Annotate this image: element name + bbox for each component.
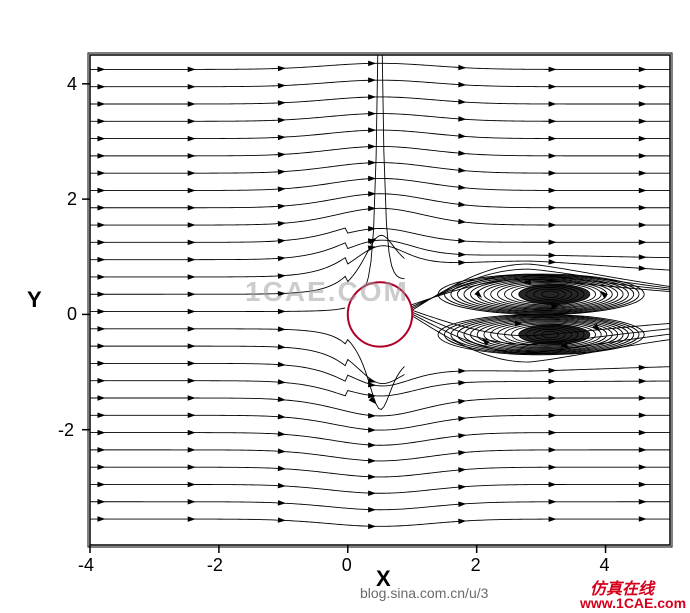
x-tick-label: 0 — [342, 555, 352, 576]
y-tick-label: 4 — [67, 74, 77, 95]
footer-site: www.1CAE.com — [580, 595, 686, 611]
footer-url: blog.sina.com.cn/u/3 — [360, 585, 488, 601]
y-tick-label: 0 — [67, 304, 77, 325]
y-tick-label: -2 — [58, 420, 74, 441]
y-axis-label: Y — [27, 287, 42, 313]
x-tick-label: 4 — [600, 555, 610, 576]
x-tick-label: -4 — [78, 555, 94, 576]
x-tick-label: 2 — [471, 555, 481, 576]
x-tick-label: -2 — [207, 555, 223, 576]
watermark-text: 1CAE.COM — [245, 276, 409, 308]
y-tick-label: 2 — [67, 189, 77, 210]
